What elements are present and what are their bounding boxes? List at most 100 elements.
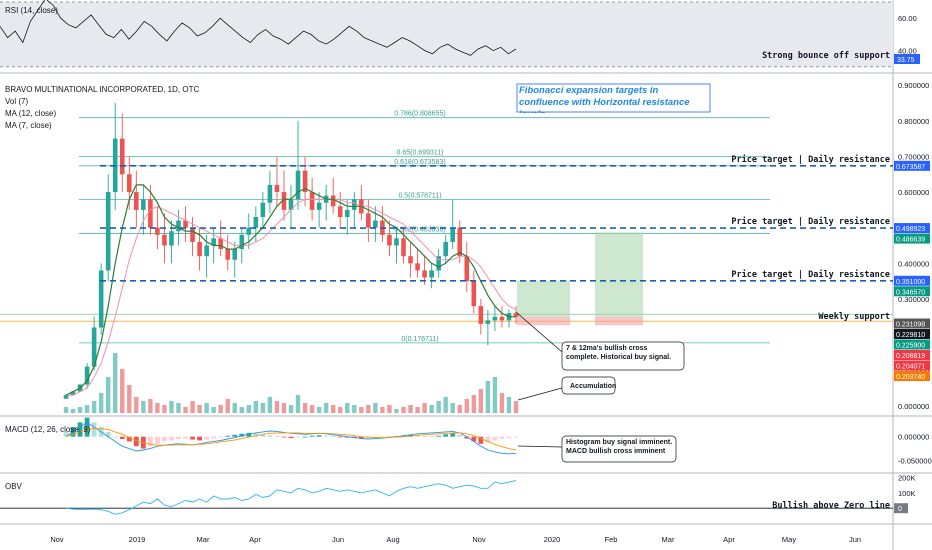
candle bbox=[232, 241, 238, 278]
candle bbox=[485, 309, 491, 346]
candle-body bbox=[478, 306, 484, 324]
volume-bar bbox=[295, 395, 301, 413]
volume-bar bbox=[246, 405, 252, 413]
candle-body bbox=[232, 249, 238, 260]
resistance-levels: Price target | Daily resistance Price tar… bbox=[100, 154, 893, 282]
macd-histogram-bar bbox=[323, 435, 329, 437]
candle bbox=[415, 249, 420, 278]
macd-histogram-bar bbox=[330, 436, 336, 437]
price-tick-label: 0.600000 bbox=[898, 188, 929, 197]
volume-bars bbox=[63, 353, 519, 413]
ma7-line bbox=[65, 184, 516, 396]
candle-body bbox=[344, 209, 350, 217]
volume-bar bbox=[499, 393, 505, 413]
macd-histogram-bar bbox=[443, 434, 449, 437]
candle bbox=[443, 234, 448, 264]
macd-histogram-bar bbox=[162, 436, 167, 442]
macd-histogram-bar bbox=[190, 436, 195, 440]
macd-histogram-bar bbox=[126, 436, 132, 442]
candle-body bbox=[351, 199, 357, 210]
price-tag-text: 0.346570 bbox=[896, 289, 925, 296]
obv-zero-tag-text: 0 bbox=[898, 506, 902, 513]
obv-zero-tag bbox=[894, 503, 908, 514]
macd-histogram-bar bbox=[436, 435, 442, 437]
candle bbox=[91, 316, 97, 371]
macd-histogram-bar bbox=[232, 434, 238, 437]
ma12-line bbox=[66, 198, 517, 396]
volume-bar bbox=[141, 401, 146, 413]
macd-histogram-bar bbox=[112, 436, 118, 438]
volume-bar bbox=[190, 401, 195, 413]
volume-bar bbox=[155, 403, 160, 413]
callout-pointer bbox=[515, 311, 563, 353]
candle bbox=[134, 170, 139, 228]
volume-bar bbox=[169, 401, 174, 413]
volume-bar bbox=[98, 393, 104, 413]
macd-histogram-bar bbox=[176, 436, 181, 440]
candle bbox=[401, 227, 406, 264]
macd-histogram-bar bbox=[302, 436, 308, 438]
macd-histogram-bar bbox=[337, 436, 343, 438]
volume-bar bbox=[274, 401, 280, 413]
volume-bar bbox=[352, 405, 357, 413]
candle bbox=[359, 184, 364, 221]
volume-bar bbox=[450, 403, 455, 413]
candle-body bbox=[464, 256, 470, 282]
volume-bar bbox=[84, 405, 90, 413]
candle-body bbox=[190, 227, 195, 242]
time-tick-label: 2019 bbox=[129, 535, 146, 544]
stop-zone bbox=[517, 316, 570, 326]
macd-histogram-bar bbox=[204, 436, 210, 440]
fib-level-label: 0.618(0.673583) bbox=[394, 159, 445, 166]
macd-histogram-bar bbox=[239, 433, 245, 437]
price-tag bbox=[894, 360, 930, 371]
volume-bar bbox=[232, 403, 237, 413]
candle bbox=[394, 227, 399, 264]
candle-body bbox=[162, 234, 167, 246]
rsi-annotation: Strong bounce off support bbox=[762, 51, 890, 61]
ma-cross-callout-text: 7 & 12ma's bullish cross complete. Histo… bbox=[566, 345, 672, 361]
volume-bar bbox=[260, 403, 266, 413]
macd-histogram-bar bbox=[380, 436, 385, 438]
volume-bar bbox=[204, 403, 209, 413]
volume-bar bbox=[457, 405, 462, 413]
price-tag bbox=[894, 160, 930, 171]
rsi-value-tag bbox=[894, 54, 920, 64]
callout-pointer bbox=[517, 445, 563, 448]
candle bbox=[408, 241, 413, 278]
macd-histogram-bar bbox=[91, 422, 97, 437]
macd-histogram-bar bbox=[155, 436, 160, 444]
candle bbox=[499, 306, 505, 328]
volume-bar bbox=[105, 377, 111, 413]
candle-body bbox=[513, 313, 519, 317]
macd-histogram-bar bbox=[246, 432, 252, 437]
stop-zone bbox=[595, 316, 643, 326]
candle-body bbox=[98, 270, 104, 328]
volume-bar bbox=[373, 403, 378, 413]
volume-bar bbox=[506, 397, 512, 413]
price-tag bbox=[894, 339, 930, 350]
candle-body bbox=[260, 202, 266, 217]
candle bbox=[98, 263, 104, 335]
macd-y-axis: 0.000000 -0.050000 bbox=[898, 433, 932, 466]
time-tick-label: Nov bbox=[472, 535, 486, 544]
fib-level-label: 0.65(0.699311) bbox=[397, 150, 444, 157]
price-tag-text: 0.225900 bbox=[896, 343, 925, 350]
obv-y-axis: 200K 100K bbox=[898, 474, 916, 498]
volume-bar bbox=[471, 395, 477, 413]
price-tick-label: 0.400000 bbox=[898, 259, 929, 268]
candle bbox=[422, 256, 427, 285]
volume-bar bbox=[162, 405, 167, 413]
price-tag bbox=[894, 371, 930, 382]
obv-title: OBV bbox=[5, 482, 23, 491]
ma-cross-callout bbox=[561, 341, 685, 371]
candle-body bbox=[148, 199, 153, 228]
time-tick-label: Aug bbox=[386, 535, 399, 544]
candle bbox=[302, 156, 308, 207]
candle bbox=[380, 206, 385, 242]
price-tag-text: 0.351000 bbox=[896, 279, 925, 286]
macd-histogram-bar bbox=[267, 435, 273, 437]
macd-histogram-bar bbox=[211, 436, 217, 439]
ma7-indicator-label: MA (7, close) bbox=[5, 121, 52, 130]
candle bbox=[316, 192, 322, 228]
